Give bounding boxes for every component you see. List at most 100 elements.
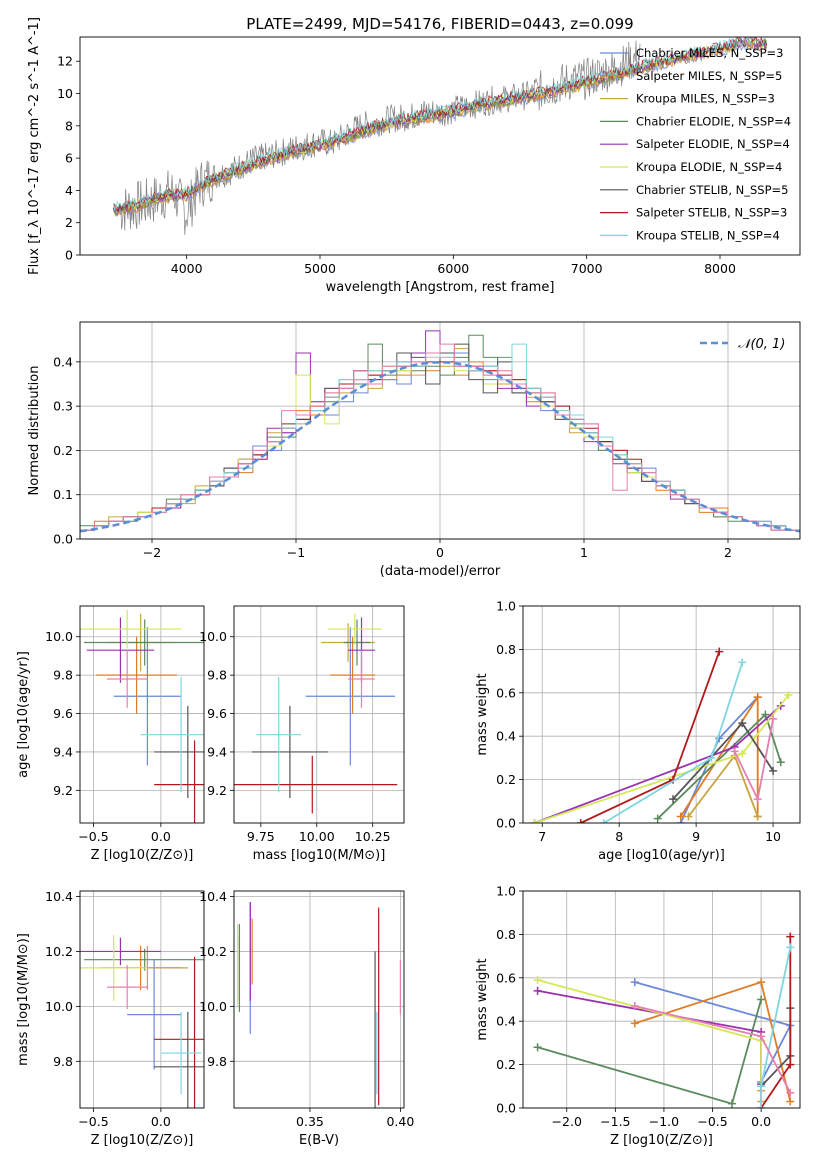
- residuals-xtick-label: 0: [436, 545, 444, 560]
- mass_vs_ebv-ytick-label: 10.4: [199, 889, 227, 904]
- histogram-step: [80, 343, 800, 539]
- legend-entry: Salpeter ELODIE, N_SSP=4: [636, 137, 790, 151]
- spectrum-xtick-label: 4000: [171, 261, 203, 276]
- mass_vs_ebv-xtick-label: 0.35: [296, 1114, 324, 1129]
- residuals-ytick-label: 0.2: [53, 443, 73, 458]
- weight-point-marker: [738, 749, 747, 758]
- weight-point-marker: [769, 714, 778, 723]
- plots: 4000 5000 6000 7000 8000024681012wavelength …: [16, 17, 801, 1148]
- mass_weight_vs_age-ytick-label: 0.8: [496, 642, 516, 657]
- spectrum-frame: [79, 36, 801, 256]
- normal-curve: [80, 361, 800, 533]
- residuals-xlabel: (data-model)/error: [380, 564, 501, 579]
- spectrum-model-line: [112, 37, 768, 211]
- mass_weight_vs_age-panel: 7 8 9 10 0.0 0.2 0.4 0.6 0.8 1.0 age [log10(age/yr…: [475, 599, 801, 863]
- mass_vs_Z-ytick-label: 9.8: [53, 1054, 73, 1069]
- age_vs_mass-panel: 9.75 10.00 10.25 9.2 9.4 9.6 9.8 10.0 mass [log1…: [199, 605, 405, 863]
- age_vs_Z-ylabel: age [log10(age/yr)]: [16, 651, 31, 778]
- spectrum-xtick-label: 7000: [571, 261, 603, 276]
- weight-point-marker: [753, 795, 762, 804]
- age_vs_mass-xtick-label: 10.25: [355, 829, 391, 844]
- mass_weight_vs_age-xlabel: age [log10(age/yr)]: [598, 848, 725, 863]
- mass_weight_vs_Z-ytick-label: 1.0: [496, 884, 516, 899]
- weight-point-marker: [757, 995, 766, 1004]
- mass_weight_vs_Z-ytick-label: 0.2: [496, 1057, 516, 1072]
- weight-point-marker: [630, 1002, 639, 1011]
- age_vs_Z-marks: [80, 609, 204, 823]
- weight-series-line: [679, 694, 759, 817]
- weight-point-marker: [757, 978, 766, 987]
- mass_vs_Z-xtick-label: 0.0: [151, 1114, 171, 1129]
- mass_vs_ebv-ytick-label: 10.2: [199, 944, 227, 959]
- weight-point-marker: [738, 719, 747, 728]
- mass_weight_vs_age-marks: [530, 647, 793, 823]
- residuals-ytick-label: 0.0: [53, 532, 73, 547]
- residuals-ylabel: Normed distribution: [27, 366, 42, 496]
- weight-point-marker: [769, 766, 778, 775]
- weight-point-marker: [757, 1104, 766, 1108]
- mass_weight_vs_Z-ytick-label: 0.4: [496, 1014, 516, 1029]
- weight-point-marker: [676, 812, 685, 821]
- spectrum-xtick-label: 6000: [437, 261, 469, 276]
- spectrum-xlabel: wavelength [Angstrom, rest frame]: [326, 280, 555, 295]
- spectrum-xtick-label: 5000: [304, 261, 336, 276]
- mass_weight_vs_Z-ylabel: mass weight: [475, 958, 490, 1040]
- weight-point-marker: [653, 814, 662, 823]
- mass_weight_vs_age-ylabel: mass weight: [475, 673, 490, 755]
- weight-point-marker: [707, 753, 716, 762]
- weight-point-marker: [761, 710, 770, 719]
- mass_weight_vs_Z-xtick-label: −1.5: [600, 1114, 630, 1129]
- mass_weight_vs_Z-xtick-label: −1.0: [649, 1114, 679, 1129]
- residuals-panel: −2 −1 0 1 2 0.0 0.1 0.2 0.3 0.4 (data-model)/error…: [27, 321, 801, 579]
- mass_weight_vs_Z-ytick-label: 0.8: [496, 927, 516, 942]
- residuals-ytick-label: 0.3: [53, 399, 73, 414]
- age_vs_Z-ytick-label: 10.0: [45, 629, 73, 644]
- weight-point-marker: [757, 1082, 766, 1091]
- weight-point-marker: [630, 978, 639, 987]
- mass_weight_vs_age-xtick-label: 8: [615, 829, 623, 844]
- weight-point-marker: [684, 812, 693, 821]
- spectrum-xtick-label: 8000: [704, 261, 736, 276]
- mass_weight_vs_Z-panel: −2.0 −1.5 −1.0 −0.5 0.0 0.0 0.2 0.4 0.6 0.8 1.0 Z […: [475, 884, 801, 1148]
- mass_vs_ebv-ytick-label: 9.8: [207, 1054, 227, 1069]
- legend-entry: Chabrier MILES, N_SSP=3: [636, 46, 783, 60]
- age_vs_Z-panel: −0.5 0.0 9.2 9.4 9.6 9.8 10.0 Z [log10(Z/Z⊙)] ag…: [16, 605, 205, 863]
- spectrum-panel: 4000 5000 6000 7000 8000 0 2 4 6 8 10 12 wavelength …: [27, 17, 801, 295]
- mass_weight_vs_age-xtick-label: 10: [765, 829, 781, 844]
- mass_weight_vs_age-xtick-label: 7: [538, 829, 546, 844]
- weight-point-marker: [576, 819, 585, 823]
- weight-point-marker: [738, 658, 747, 667]
- mass_weight_vs_age-xtick-label: 9: [692, 829, 700, 844]
- age_vs_mass-xlabel: mass [log10(M/M⊙)]: [253, 848, 386, 863]
- weight-point-marker: [730, 747, 739, 756]
- spectrum-ytick-label: 12: [57, 54, 73, 69]
- weight-point-marker: [757, 1032, 766, 1041]
- residuals-marks: [80, 330, 800, 539]
- mass_vs_ebv-panel: 0.35 0.40 9.8 10.0 10.2 10.4 E(B-V): [199, 889, 414, 1148]
- mass_weight_vs_Z-ytick-label: 0.6: [496, 970, 516, 985]
- mass_vs_Z-xtick-label: −0.5: [78, 1114, 108, 1129]
- mass_weight_vs_age-ytick-label: 0.4: [496, 729, 516, 744]
- weight-point-marker: [753, 812, 762, 821]
- weight-point-marker: [599, 819, 608, 823]
- mass_vs_Z-ytick-label: 10.2: [45, 944, 73, 959]
- legend-entry: 𝒩(0, 1): [738, 337, 785, 352]
- mass_weight_vs_Z-xlabel: Z [log10(Z/Z⊙)]: [610, 1133, 713, 1148]
- age_vs_mass-ytick-label: 10.0: [199, 629, 227, 644]
- weight-series-line: [537, 989, 762, 1085]
- weight-point-marker: [727, 1099, 736, 1108]
- figure-title: PLATE=2499, MJD=54176, FIBERID=0443, z=0…: [246, 15, 633, 33]
- mass_weight_vs_Z-xtick-label: −2.0: [552, 1114, 582, 1129]
- spectrum-ylabel: Flux [f_λ 10^-17 erg cm^-2 s^-1 A^-1]: [27, 17, 42, 275]
- mass_weight_vs_age-ytick-label: 0.2: [496, 772, 516, 787]
- age_vs_Z-xtick-label: −0.5: [78, 829, 108, 844]
- mass_vs_Z-ylabel: mass [log10(M/M⊙)]: [16, 933, 31, 1066]
- age_vs_Z-ytick-label: 9.8: [53, 668, 73, 683]
- weight-point-marker: [786, 1060, 795, 1069]
- spectrum-data-line: [119, 40, 641, 235]
- mass_weight_vs_age-ytick-label: 1.0: [496, 599, 516, 614]
- mass_vs_Z-panel: −0.5 0.0 9.8 10.0 10.2 10.4 Z [log10(Z/Z⊙)] mas…: [16, 889, 205, 1148]
- legend-entry: Kroupa MILES, N_SSP=3: [636, 92, 775, 106]
- weight-point-marker: [530, 819, 539, 823]
